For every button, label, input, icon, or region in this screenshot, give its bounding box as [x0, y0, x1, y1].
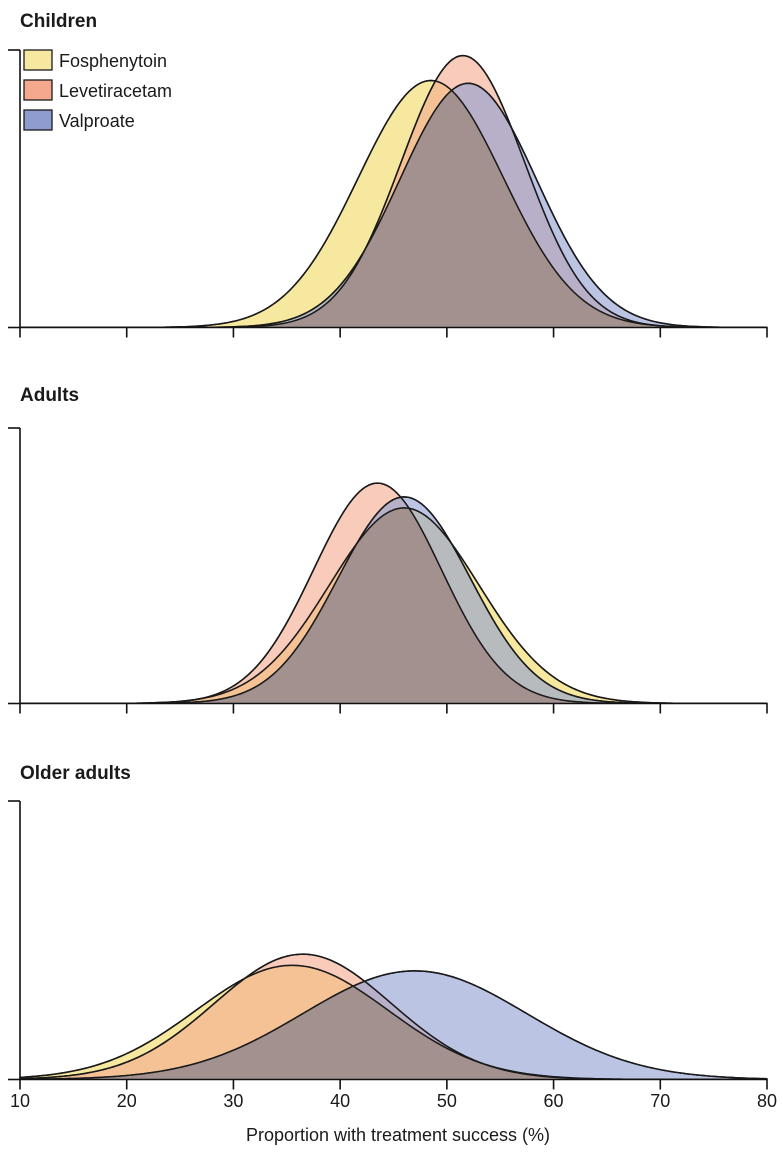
axes-older-adults: [8, 800, 768, 1090]
density-areas-older-adults: [19, 953, 768, 1080]
x-tick-label-50: 50: [437, 1091, 457, 1111]
overlap-region-adults: [20, 507, 767, 704]
panel-children: Children Fosphenytoin Levetiracetam Valp…: [8, 11, 768, 338]
panel-title-older-adults: Older adults: [20, 763, 131, 784]
x-axis-title: Proportion with treatment success (%): [246, 1125, 550, 1145]
axes-children: [8, 49, 768, 338]
density-areas-adults: [19, 482, 768, 704]
panel-title-adults: Adults: [20, 385, 79, 406]
x-tick-label-70: 70: [650, 1091, 670, 1111]
x-tick-label-80: 80: [757, 1091, 777, 1111]
x-tick-label-30: 30: [223, 1091, 243, 1111]
x-tick-labels: 10 20 30 40 50 60 70 80: [10, 1091, 777, 1111]
density-areas-children: [19, 54, 768, 328]
legend-label-levetiracetam: Levetiracetam: [59, 81, 172, 101]
legend-swatch-fosphenytoin: [23, 49, 53, 71]
density-outline-valproate-older-adults: [19, 970, 768, 1080]
panel-title-children: Children: [20, 11, 97, 32]
legend-swatch-levetiracetam: [23, 79, 53, 101]
x-tick-label-60: 60: [544, 1091, 564, 1111]
panel-adults: Adults: [8, 385, 768, 714]
legend-label-valproate: Valproate: [59, 111, 135, 131]
legend: Fosphenytoin Levetiracetam Valproate: [23, 49, 172, 131]
x-tick-label-20: 20: [117, 1091, 137, 1111]
density-outline-valproate-children: [20, 82, 767, 328]
legend-label-fosphenytoin: Fosphenytoin: [59, 51, 167, 71]
axes-adults: [8, 427, 768, 714]
legend-swatch-valproate: [23, 109, 53, 131]
x-tick-label-10: 10: [10, 1091, 30, 1111]
panel-older-adults: Older adults 10 20 30 40 50 60 70 80 Proportion…: [8, 763, 777, 1145]
density-outline-levetiracetam-children: [20, 54, 767, 328]
overlap-region-children: [20, 91, 767, 328]
x-tick-label-40: 40: [330, 1091, 350, 1111]
overlap-region-older-adults: [20, 986, 767, 1080]
